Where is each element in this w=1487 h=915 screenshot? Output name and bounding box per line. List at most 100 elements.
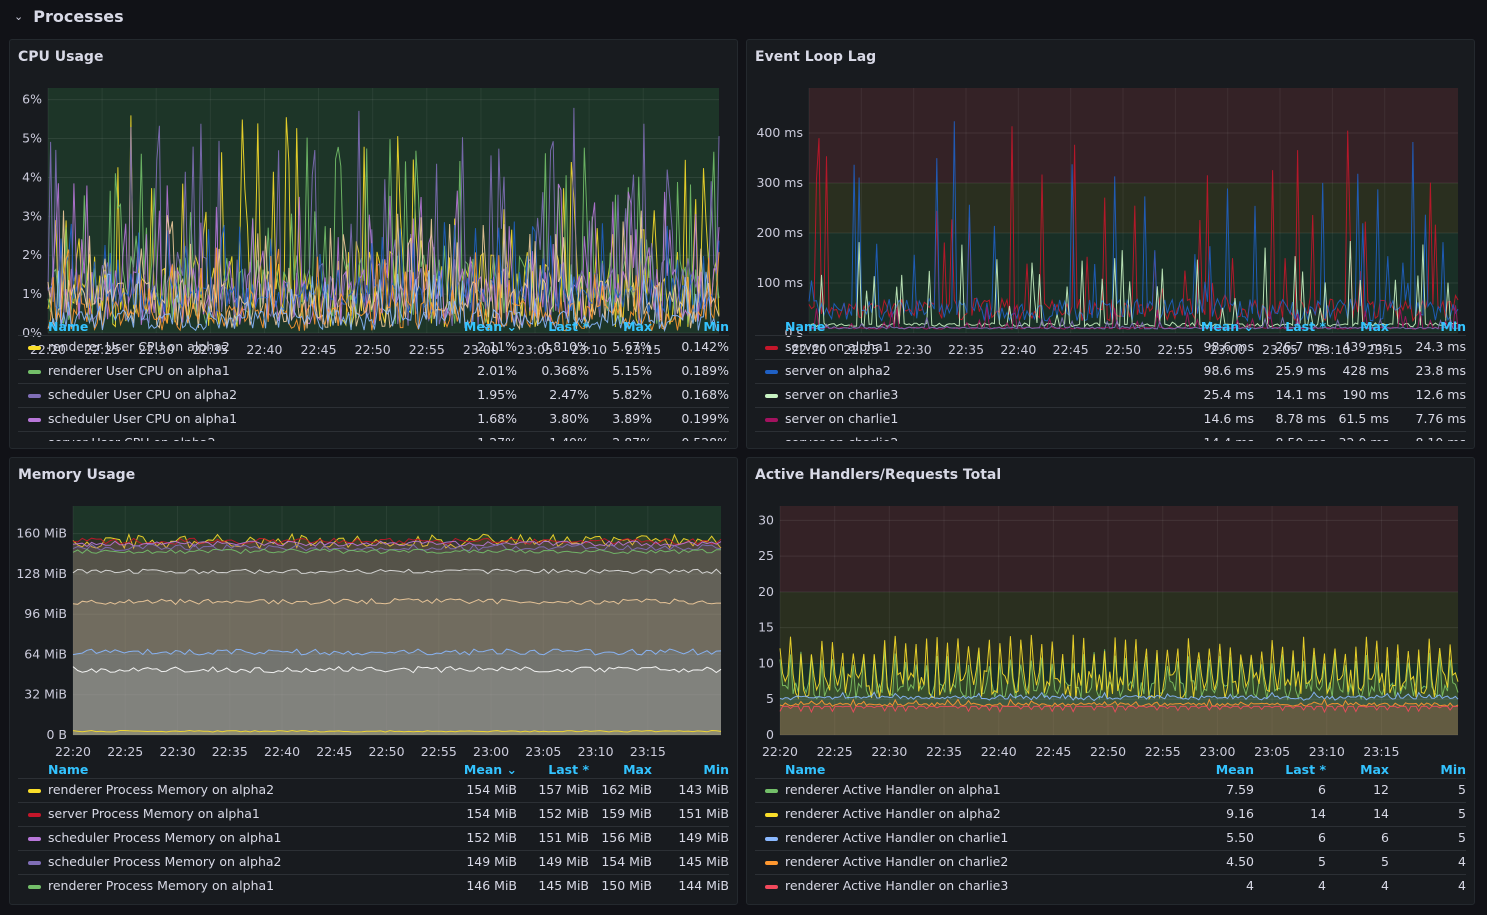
series-line[interactable] bbox=[72, 666, 722, 674]
series-line[interactable] bbox=[808, 240, 1459, 328]
legend-series-name[interactable]: server on alpha2 bbox=[785, 363, 891, 378]
series-line[interactable] bbox=[808, 317, 1459, 330]
legend-row[interactable]: server User CPU on alpha2 1.27% 1.49% 2.87%… bbox=[18, 432, 729, 441]
series-color-swatch[interactable] bbox=[765, 346, 778, 350]
legend-row[interactable]: scheduler Process Memory on alpha1 152 Mi… bbox=[18, 827, 729, 851]
series-color-swatch[interactable] bbox=[28, 370, 41, 374]
series-color-swatch[interactable] bbox=[765, 370, 778, 374]
legend-series-name[interactable]: renderer Active Handler on charlie2 bbox=[785, 854, 1009, 869]
legend-row[interactable]: scheduler User CPU on alpha1 1.68% 3.80% 3.… bbox=[18, 408, 729, 432]
legend-row[interactable]: server on charlie2 14.4 ms 8.50 ms 32.0 ms 8… bbox=[755, 432, 1466, 441]
legend-col-name[interactable]: Name bbox=[48, 762, 89, 777]
series-line[interactable] bbox=[779, 634, 1459, 701]
series-line[interactable] bbox=[808, 126, 1459, 323]
legend-row[interactable]: renderer Active Handler on charlie2 4.50 5… bbox=[755, 851, 1466, 875]
legend-row[interactable]: renderer Active Handler on alpha1 7.59 6 12… bbox=[755, 779, 1466, 803]
series-color-swatch[interactable] bbox=[28, 789, 41, 793]
legend-series-name[interactable]: renderer Process Memory on alpha1 bbox=[48, 878, 275, 893]
series-color-swatch[interactable] bbox=[28, 394, 41, 398]
series-line[interactable] bbox=[779, 698, 1459, 708]
series-color-swatch[interactable] bbox=[765, 394, 778, 398]
series-color-swatch[interactable] bbox=[765, 418, 778, 422]
series-line[interactable] bbox=[47, 270, 720, 333]
series-line[interactable] bbox=[72, 543, 722, 552]
legend-col-max[interactable]: Max bbox=[1360, 319, 1389, 334]
legend-col-min[interactable]: Min bbox=[703, 762, 729, 777]
legend-col-max[interactable]: Max bbox=[623, 319, 652, 334]
panel-title[interactable]: Memory Usage bbox=[18, 467, 136, 483]
legend-series-name[interactable]: server Process Memory on alpha1 bbox=[48, 806, 260, 821]
series-color-swatch[interactable] bbox=[28, 837, 41, 841]
legend-row[interactable]: server Process Memory on alpha1 154 MiB 15… bbox=[18, 803, 729, 827]
legend-col-mean[interactable]: Mean bbox=[1215, 762, 1254, 777]
legend-row[interactable]: server on alpha1 98.6 ms 26.7 ms 439 ms 24.3… bbox=[755, 336, 1466, 360]
legend-series-name[interactable]: renderer User CPU on alpha1 bbox=[48, 363, 230, 378]
series-color-swatch[interactable] bbox=[28, 861, 41, 865]
legend-row[interactable]: renderer Process Memory on alpha1 146 MiB… bbox=[18, 875, 729, 898]
legend-series-name[interactable]: renderer Active Handler on alpha1 bbox=[785, 782, 1001, 797]
chevron-down-icon[interactable]: ⌄ bbox=[14, 9, 24, 23]
series-line[interactable] bbox=[47, 247, 720, 332]
series-color-swatch[interactable] bbox=[28, 346, 41, 350]
series-color-swatch[interactable] bbox=[28, 813, 41, 817]
legend-col-name[interactable]: Name bbox=[785, 762, 826, 777]
legend-col-last[interactable]: Last * bbox=[1285, 762, 1326, 777]
series-line[interactable] bbox=[72, 729, 722, 733]
legend-series-name[interactable]: server on charlie1 bbox=[785, 411, 899, 426]
legend-col-name[interactable]: Name bbox=[48, 319, 89, 334]
series-line[interactable] bbox=[72, 648, 722, 656]
panel-title[interactable]: Event Loop Lag bbox=[755, 49, 877, 65]
series-line[interactable] bbox=[72, 568, 722, 575]
series-line[interactable] bbox=[779, 649, 1459, 701]
legend-row[interactable]: renderer User CPU on alpha1 2.01% 0.368% 5.… bbox=[18, 360, 729, 384]
legend-col-max[interactable]: Max bbox=[1360, 762, 1389, 777]
legend-series-name[interactable]: scheduler Process Memory on alpha1 bbox=[48, 830, 282, 845]
series-color-swatch[interactable] bbox=[765, 813, 778, 817]
lag-chart[interactable]: 0 s 100 ms 200 ms 300 ms 400 ms 22:20 22:25 22:… bbox=[747, 80, 1475, 360]
legend-col-name[interactable]: Name bbox=[785, 319, 826, 334]
legend-row[interactable]: server on charlie3 25.4 ms 14.1 ms 190 ms 12… bbox=[755, 384, 1466, 408]
cpu-chart[interactable]: 0% 1% 2% 3% 4% 5% 6% 22:20 22:25 22:30 22:35 22:40 2… bbox=[10, 80, 738, 360]
series-line[interactable] bbox=[779, 691, 1459, 702]
row-header-processes[interactable]: ⌄ Processes bbox=[14, 5, 124, 27]
legend-col-min[interactable]: Min bbox=[1440, 319, 1466, 334]
legend-series-name[interactable]: renderer Active Handler on charlie3 bbox=[785, 878, 1009, 893]
legend-row[interactable]: renderer User CPU on alpha2 2.11% 0.810% 5.… bbox=[18, 336, 729, 360]
legend-series-name[interactable]: scheduler Process Memory on alpha2 bbox=[48, 854, 282, 869]
legend-col-last[interactable]: Last * bbox=[548, 762, 589, 777]
legend-col-max[interactable]: Max bbox=[623, 762, 652, 777]
series-line[interactable] bbox=[808, 305, 1459, 330]
legend-row[interactable]: scheduler Process Memory on alpha2 149 Mi… bbox=[18, 851, 729, 875]
series-color-swatch[interactable] bbox=[28, 885, 41, 889]
panel-title[interactable]: Active Handlers/Requests Total bbox=[755, 467, 1002, 483]
series-color-swatch[interactable] bbox=[28, 418, 41, 422]
legend-series-name[interactable]: scheduler User CPU on alpha1 bbox=[48, 411, 238, 426]
handlers-chart[interactable]: 0 5 10 15 20 25 30 22:20 22:25 22:30 22:35 22:40 22:… bbox=[747, 498, 1475, 804]
legend-series-name[interactable]: server User CPU on alpha2 bbox=[48, 432, 216, 441]
legend-row[interactable]: server on alpha2 98.6 ms 25.9 ms 428 ms 23.8… bbox=[755, 360, 1466, 384]
mem-chart[interactable]: 0 B 32 MiB 64 MiB 96 MiB 128 MiB 160 MiB 22:20… bbox=[10, 498, 738, 804]
series-color-swatch[interactable] bbox=[765, 789, 778, 793]
series-color-swatch[interactable] bbox=[765, 837, 778, 841]
legend-series-name[interactable]: scheduler User CPU on alpha2 bbox=[48, 387, 238, 402]
legend-col-mean[interactable]: Mean ⌄ bbox=[463, 319, 517, 334]
series-line[interactable] bbox=[72, 597, 721, 606]
legend-col-last[interactable]: Last * bbox=[548, 319, 589, 334]
legend-series-name[interactable]: server on charlie3 bbox=[785, 387, 899, 402]
legend-col-last[interactable]: Last * bbox=[1285, 319, 1326, 334]
series-line[interactable] bbox=[779, 705, 1458, 714]
legend-series-name[interactable]: renderer Process Memory on alpha2 bbox=[48, 782, 275, 797]
series-line[interactable] bbox=[47, 210, 720, 331]
legend-series-name[interactable]: renderer Active Handler on alpha2 bbox=[785, 806, 1001, 821]
legend-series-name[interactable]: renderer Active Handler on charlie1 bbox=[785, 830, 1009, 845]
panel-title[interactable]: CPU Usage bbox=[18, 49, 104, 65]
legend-series-name[interactable]: server on charlie2 bbox=[785, 432, 898, 441]
legend-row[interactable]: renderer Process Memory on alpha2 154 MiB… bbox=[18, 779, 729, 803]
series-line[interactable] bbox=[72, 548, 721, 555]
legend-col-mean[interactable]: Mean ⌄ bbox=[1200, 319, 1254, 334]
series-color-swatch[interactable] bbox=[765, 861, 778, 865]
legend-row[interactable]: renderer Active Handler on charlie3 4 4 4 4 bbox=[755, 875, 1466, 898]
legend-row[interactable]: scheduler User CPU on alpha2 1.95% 2.47% 5.… bbox=[18, 384, 729, 408]
series-line[interactable] bbox=[72, 537, 722, 545]
legend-col-mean[interactable]: Mean ⌄ bbox=[463, 762, 517, 777]
